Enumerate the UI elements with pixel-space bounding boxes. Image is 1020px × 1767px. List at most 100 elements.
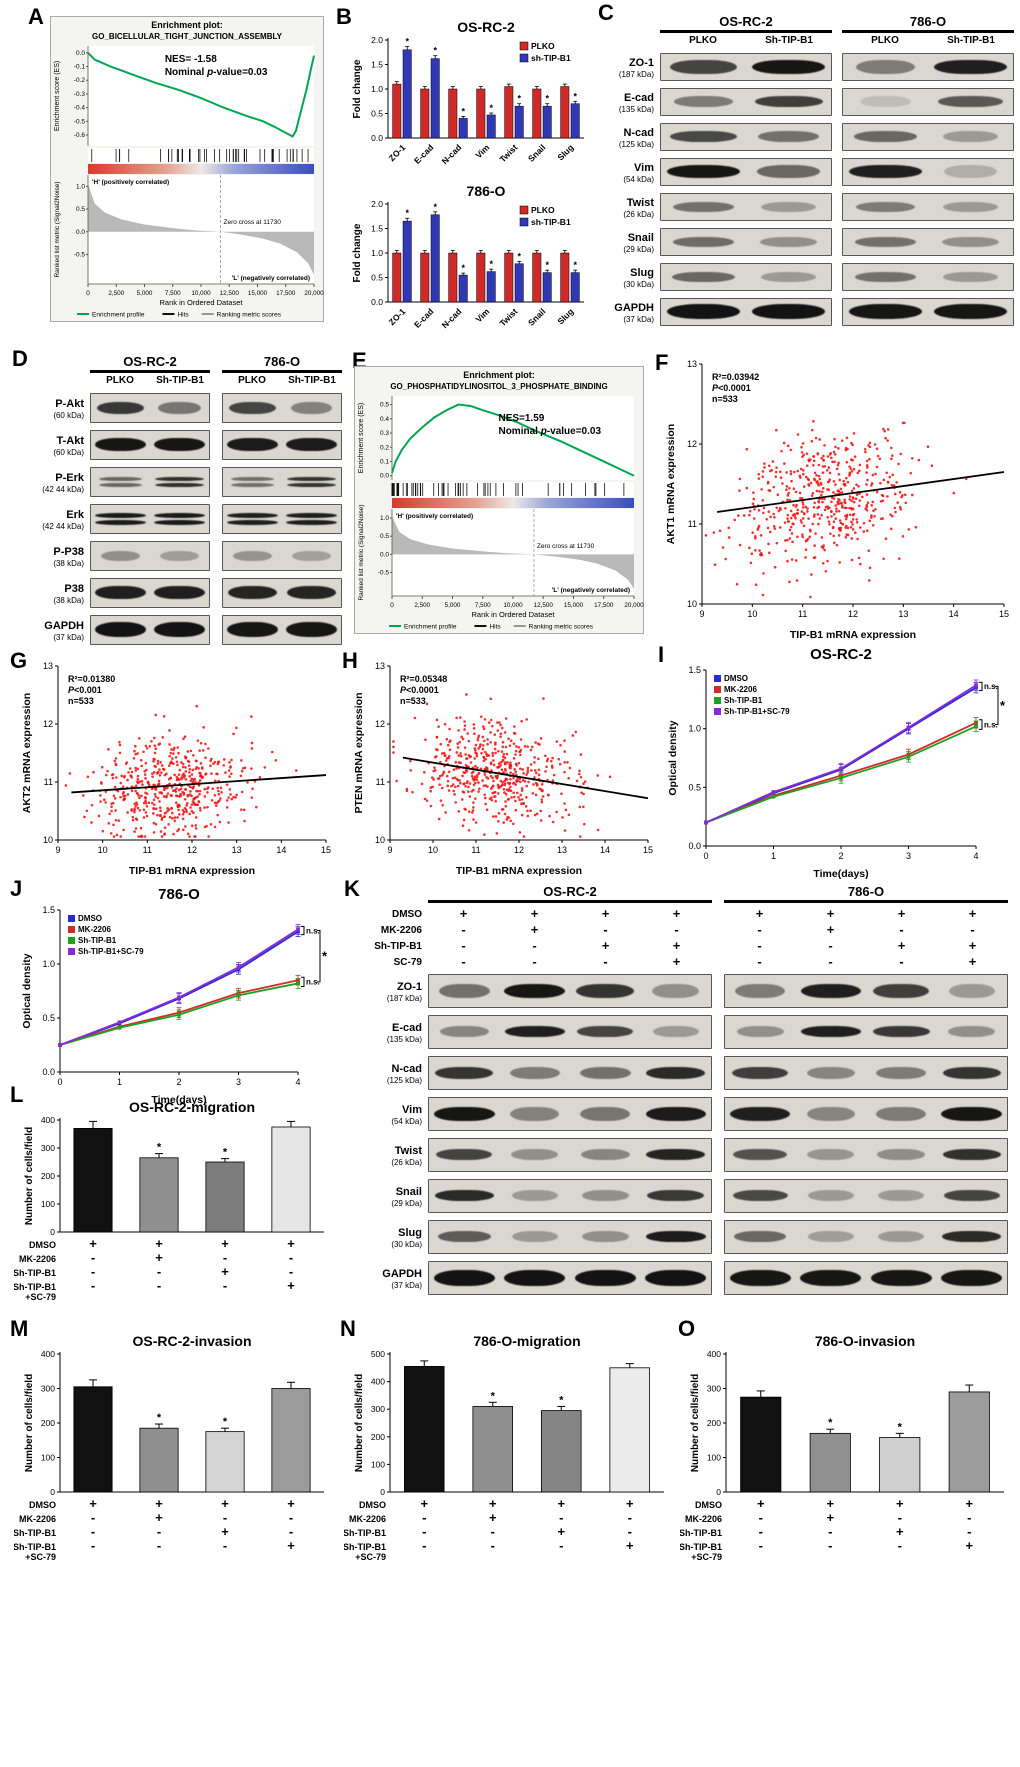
bl-box: [222, 392, 342, 423]
bl-band: [733, 1149, 788, 1160]
svg-text:+: +: [287, 1278, 295, 1293]
svg-text:400: 400: [41, 1115, 55, 1125]
bl-lane: [746, 194, 831, 220]
bl-tsign: +: [672, 954, 681, 969]
bl-lane: [570, 1139, 641, 1171]
svg-text:Ranking metric scores: Ranking metric scores: [217, 312, 282, 319]
bl-ghead: 786-O PLKO Sh-TIP-B1: [842, 14, 1014, 46]
bl-band: [155, 482, 204, 487]
svg-text:12: 12: [687, 439, 697, 449]
bl-ghead: OS-RC-2 PLKO Sh-TIP-B1: [660, 14, 832, 46]
bl-tsign: -: [603, 954, 608, 969]
bl-lane: [866, 1180, 937, 1212]
bl-lane: [843, 54, 928, 80]
svg-text:-: -: [759, 1538, 763, 1553]
svg-text:n.s.: n.s.: [306, 978, 320, 987]
bl-lane: [223, 542, 282, 570]
svg-text:P<0.0001: P<0.0001: [400, 685, 439, 695]
svg-text:+: +: [557, 1524, 565, 1539]
svg-text:Rank in Ordered Dataset: Rank in Ordered Dataset: [472, 610, 556, 619]
svg-text:NES= -1.58: NES= -1.58: [165, 54, 217, 65]
bl-lane: [223, 505, 282, 533]
svg-text:786-O: 786-O: [467, 183, 506, 199]
bl-lane: [843, 89, 928, 115]
bl-band: [436, 1149, 493, 1160]
bl-lane: [661, 89, 746, 115]
svg-text:*: *: [491, 1390, 496, 1402]
bl-box: [724, 1055, 1008, 1090]
bl-lane: [641, 975, 712, 1007]
bl-lab: N-cad (125 kDa): [386, 1062, 422, 1085]
bl-box: [842, 157, 1014, 186]
svg-text:DMSO: DMSO: [695, 1500, 722, 1510]
svg-text:-: -: [559, 1538, 563, 1553]
bl-box: [90, 540, 210, 571]
panel-c-label: C: [598, 0, 614, 25]
svg-text:100: 100: [707, 1453, 721, 1463]
bl-lane: [150, 394, 209, 422]
bl-band: [672, 236, 735, 247]
bl-lab: Slug (30 kDa): [391, 1226, 422, 1249]
svg-text:PLKO: PLKO: [531, 41, 555, 51]
svg-text:0.4: 0.4: [380, 416, 389, 423]
bl-lane: [150, 542, 209, 570]
svg-text:+: +: [626, 1538, 634, 1553]
bl-band: [855, 59, 916, 74]
bl-lane: [661, 124, 746, 150]
bl-lane: [429, 1221, 500, 1253]
bl-lane: [641, 1098, 712, 1130]
svg-text:+: +: [155, 1236, 163, 1251]
bl-band: [504, 1269, 566, 1286]
svg-text:10: 10: [747, 609, 757, 619]
svg-text:400: 400: [371, 1377, 385, 1387]
svg-text:-: -: [289, 1524, 293, 1539]
bl-band: [291, 401, 332, 414]
panel-a-label: A: [28, 4, 44, 29]
panel-k-label: K: [344, 876, 360, 901]
svg-text:200: 200: [41, 1171, 55, 1181]
gsea-plot-tight-junction: Enrichment plot: GO_BICELLULAR_TIGHT_JUNC…: [50, 16, 324, 322]
bl-lane: [796, 1057, 867, 1089]
svg-text:P<0.0001: P<0.0001: [712, 383, 751, 393]
bl-lanelab: Sh-TIP-B1: [156, 375, 204, 386]
svg-text:Time(days): Time(days): [813, 868, 868, 880]
bl-band: [292, 550, 331, 561]
bl-band: [736, 1026, 784, 1037]
bl-band: [854, 236, 917, 247]
svg-text:MK-2206: MK-2206: [78, 925, 111, 934]
bl-box: [724, 1137, 1008, 1172]
bl-band: [807, 1149, 855, 1160]
bl-band: [855, 201, 916, 212]
svg-text:11: 11: [471, 845, 480, 855]
svg-text:+: +: [155, 1496, 163, 1511]
bl-band: [670, 131, 737, 142]
bl-lane: [91, 468, 150, 496]
bl-lanes: PLKO Sh-TIP-B1: [660, 33, 832, 46]
svg-text:*: *: [157, 1412, 162, 1424]
svg-text:9: 9: [55, 845, 60, 855]
svg-text:Fold change: Fold change: [352, 59, 363, 118]
bl-box: [428, 1055, 712, 1090]
panel-g-label: G: [10, 648, 28, 673]
bl-lab: P-Akt (60 kDa): [53, 397, 84, 420]
bl-band: [155, 476, 204, 481]
svg-text:-: -: [759, 1524, 763, 1539]
bl-band: [878, 1231, 925, 1242]
svg-text:12: 12: [375, 719, 385, 729]
bl-box: [724, 973, 1008, 1008]
bl-lanes: PLKO Sh-TIP-B1: [90, 373, 210, 386]
svg-text:+: +: [489, 1510, 497, 1525]
svg-text:Sh-TIP-B1: Sh-TIP-B1: [14, 1268, 56, 1278]
bl-box: [428, 1014, 712, 1049]
svg-text:*: *: [489, 103, 493, 113]
svg-text:-: -: [422, 1538, 426, 1553]
svg-text:1.5: 1.5: [42, 905, 55, 915]
bl-lane: [928, 229, 1013, 255]
bl-lane: [796, 1016, 867, 1048]
svg-text:Sh-TIP-B1: Sh-TIP-B1: [14, 1542, 56, 1552]
svg-text:-: -: [91, 1524, 95, 1539]
svg-text:Zero cross at 11730: Zero cross at 11730: [537, 543, 595, 550]
svg-text:Ranking metric scores: Ranking metric scores: [529, 624, 594, 631]
svg-text:Optical density: Optical density: [21, 953, 33, 1028]
bl-lane: [661, 264, 746, 290]
